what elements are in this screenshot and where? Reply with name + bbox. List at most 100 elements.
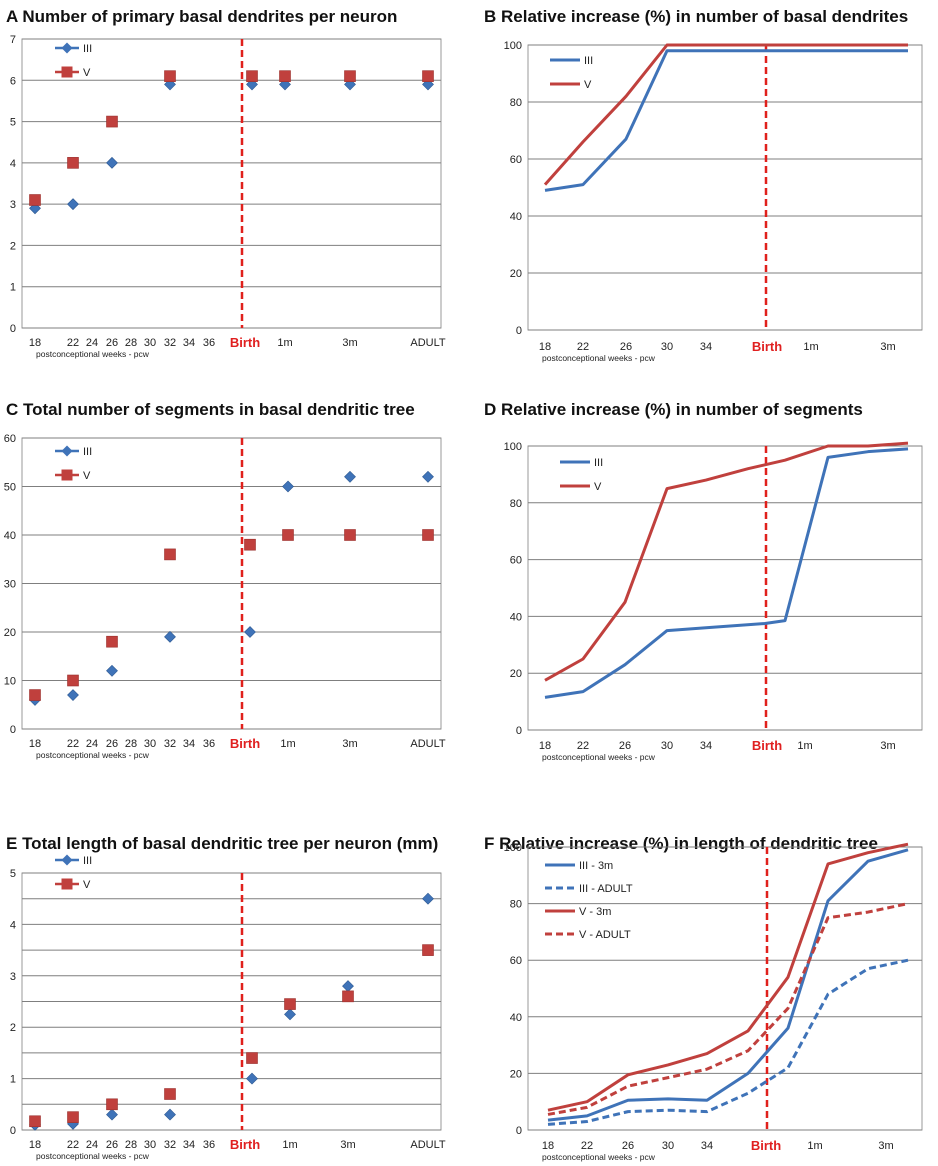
panel-letter: F: [484, 834, 499, 853]
panel-title-text: Relative increase (%) in length of dendr…: [499, 834, 878, 853]
legend-marker: [61, 878, 73, 890]
data-point-III: [164, 630, 176, 643]
y-tick-label: 3: [10, 971, 16, 983]
y-tick-label: 0: [10, 323, 16, 335]
y-tick-label: 0: [10, 724, 16, 736]
legend-label: V: [83, 879, 91, 891]
data-point-V: [282, 529, 294, 541]
data-point-V: [246, 70, 258, 82]
legend-label: V - ADULT: [579, 929, 631, 941]
y-tick-label: 1: [10, 1074, 16, 1086]
birth-label: Birth: [230, 736, 260, 751]
series-line-V: [543, 43, 908, 186]
y-tick-label: 30: [4, 579, 16, 591]
x-tick-label: 32: [164, 738, 176, 750]
data-point-III: [106, 156, 118, 169]
data-point-V: [422, 70, 434, 82]
x-tick-label: 26: [620, 341, 632, 353]
x-tick-label: 18: [539, 341, 551, 353]
x-tick-label: 1m: [803, 341, 818, 353]
data-point-V: [67, 674, 79, 687]
series-line-III-3m: [547, 848, 909, 1122]
x-tick-label: 34: [183, 738, 195, 750]
legend-label: V: [83, 470, 91, 482]
x-tick-label: 1m: [280, 738, 295, 750]
x-tick-label: 22: [67, 738, 79, 750]
data-point-III: [342, 980, 354, 993]
x-tick-label: 34: [700, 341, 712, 353]
data-point-V: [29, 689, 41, 701]
x-tick-label: 36: [203, 738, 215, 750]
x-tick-label: 34: [701, 1140, 713, 1152]
x-axis-label: postconceptional weeks - pcw: [36, 1151, 150, 1161]
x-tick-label: 34: [183, 1139, 195, 1151]
y-tick-label: 40: [510, 211, 522, 223]
data-point-V: [246, 1052, 258, 1064]
x-tick-label: 22: [577, 341, 589, 353]
data-point-V: [284, 998, 296, 1010]
y-tick-label: 1: [10, 282, 16, 294]
data-point-V: [342, 990, 354, 1003]
y-tick-label: 0: [516, 725, 522, 737]
data-point-III: [422, 470, 434, 483]
y-tick-label: 20: [510, 1068, 522, 1080]
y-tick-label: 0: [516, 325, 522, 337]
series-line-V: [544, 441, 909, 682]
x-tick-label: 1m: [277, 337, 292, 349]
panel-E: E Total length of basal dendritic tree p…: [6, 834, 446, 1161]
legend-item: V: [55, 878, 91, 891]
data-point-V: [106, 635, 118, 648]
y-tick-label: 40: [510, 611, 522, 623]
panel-letter: C: [6, 400, 23, 419]
data-point-V: [29, 1115, 41, 1128]
y-tick-label: 80: [510, 97, 522, 109]
panel-letter: B: [484, 7, 501, 26]
panel-title: E Total length of basal dendritic tree p…: [6, 834, 438, 853]
panel-title-text: Total length of basal dendritic tree per…: [22, 834, 438, 853]
legend-item: III: [55, 42, 92, 55]
data-point-V: [106, 115, 118, 128]
data-point-III: [246, 1072, 258, 1085]
y-tick-label: 3: [10, 199, 16, 211]
legend-item: III: [55, 445, 92, 458]
x-tick-label: 24: [86, 337, 98, 349]
panel-B: B Relative increase (%) in number of bas…: [484, 7, 923, 363]
x-tick-label: 22: [67, 337, 79, 349]
panel-title-text: Relative increase (%) in number of basal…: [501, 7, 908, 26]
y-tick-label: 60: [510, 154, 522, 166]
panel-title: B Relative increase (%) in number of bas…: [484, 7, 908, 26]
legend-label: III - 3m: [579, 860, 613, 872]
y-tick-label: 80: [510, 498, 522, 510]
panel-title-text: Total number of segments in basal dendri…: [23, 400, 415, 419]
x-tick-label: 22: [581, 1140, 593, 1152]
data-point-V: [344, 70, 356, 82]
birth-label: Birth: [752, 738, 782, 753]
data-point-V: [164, 1088, 176, 1100]
panel-A: A Number of primary basal dendrites per …: [6, 7, 446, 359]
x-tick-label: 1m: [282, 1139, 297, 1151]
data-point-V: [29, 194, 41, 206]
y-tick-label: 20: [4, 627, 16, 639]
birth-label: Birth: [752, 339, 782, 354]
y-tick-label: 100: [504, 441, 522, 453]
x-tick-label: 1m: [807, 1140, 822, 1152]
data-point-III: [164, 1108, 176, 1121]
x-tick-label: ADULT: [410, 337, 446, 349]
x-axis-label: postconceptional weeks - pcw: [36, 750, 150, 760]
y-tick-label: 6: [10, 75, 16, 87]
y-tick-label: 0: [10, 1125, 16, 1137]
panel-letter: D: [484, 400, 501, 419]
y-tick-label: 4: [10, 919, 16, 931]
x-tick-label: 28: [125, 1139, 137, 1151]
y-tick-label: 5: [10, 868, 16, 880]
x-tick-label: 26: [622, 1140, 634, 1152]
x-axis-label: postconceptional weeks - pcw: [542, 752, 656, 762]
x-tick-label: 30: [661, 740, 673, 752]
x-tick-label: 32: [164, 1139, 176, 1151]
x-tick-label: 18: [539, 740, 551, 752]
legend-item: III: [560, 457, 603, 469]
legend-item: V: [550, 79, 592, 91]
data-point-III: [422, 892, 434, 905]
y-tick-label: 5: [10, 117, 16, 129]
